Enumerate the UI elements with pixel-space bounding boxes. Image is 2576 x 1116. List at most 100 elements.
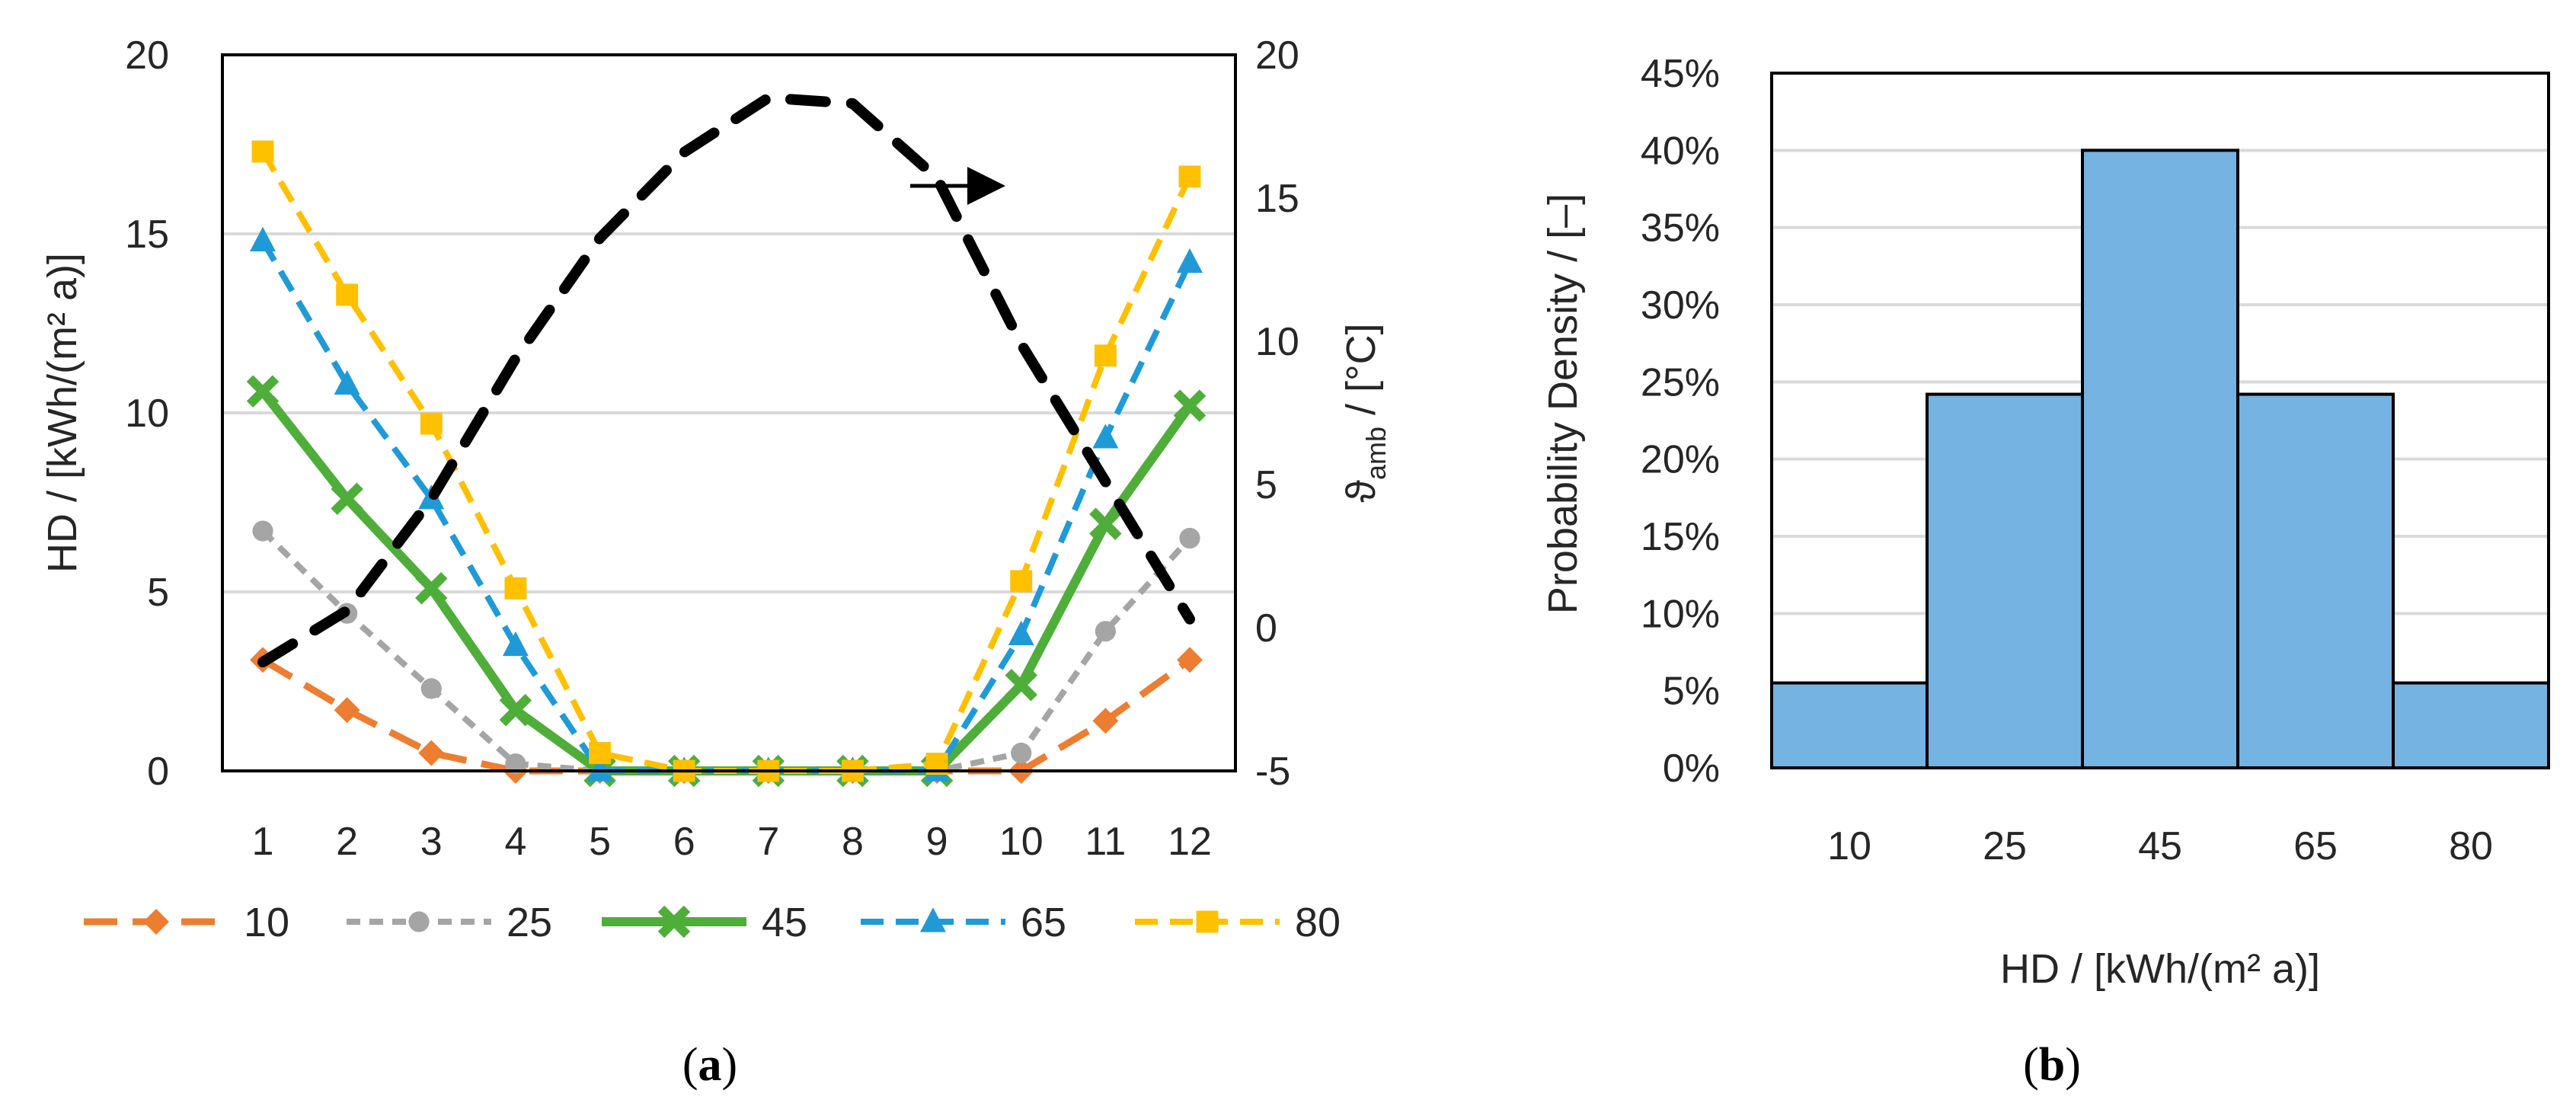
legend-label: 25 bbox=[507, 900, 552, 945]
y-tick-label: 5 bbox=[147, 571, 169, 615]
point-marker bbox=[336, 283, 359, 306]
point-marker bbox=[1094, 344, 1117, 367]
x-tick-label: 6 bbox=[673, 820, 695, 864]
point-marker bbox=[504, 577, 527, 600]
point-marker bbox=[502, 631, 529, 657]
bar-65 bbox=[2236, 392, 2395, 770]
panel-a-x-axis-ticks: 1 2 3 4 5 6 7 8 9 10 11 12 bbox=[252, 820, 1212, 864]
x-tick-label: 80 bbox=[2449, 824, 2493, 868]
bar-25 bbox=[1926, 392, 2084, 770]
point-marker bbox=[1196, 910, 1219, 933]
series-25 bbox=[252, 520, 1200, 782]
panel-a-plot-frame bbox=[221, 53, 1237, 772]
y-tick-label: 20 bbox=[125, 34, 169, 78]
right-axis-symbol: ϑ bbox=[1338, 480, 1384, 503]
point-marker bbox=[1011, 742, 1032, 764]
legend-item-10: 10 bbox=[84, 900, 289, 945]
point-marker bbox=[1005, 668, 1037, 702]
panel-b-x-axis-ticks: 10 25 45 65 80 bbox=[1827, 824, 2493, 868]
y2-tick-label: 0 bbox=[1255, 606, 1277, 651]
legend-item-45: 45 bbox=[602, 900, 807, 945]
y-tick-label: 45% bbox=[1641, 52, 1720, 96]
panel-a-legend: 10 25 45 65 80 bbox=[84, 900, 1341, 945]
y-tick-label: 0% bbox=[1663, 747, 1720, 791]
point-marker bbox=[1095, 621, 1116, 642]
x-tick-label: 2 bbox=[336, 820, 358, 864]
point-marker bbox=[252, 520, 273, 542]
legend-item-65: 65 bbox=[861, 900, 1066, 945]
y2-tick-label: 5 bbox=[1255, 463, 1277, 507]
point-marker bbox=[499, 693, 532, 727]
point-marker bbox=[331, 482, 363, 516]
y-tick-label: 10% bbox=[1641, 592, 1720, 636]
panel-a-series bbox=[246, 92, 1207, 788]
y-tick-label: 40% bbox=[1641, 129, 1720, 173]
point-marker bbox=[418, 740, 445, 766]
point-marker bbox=[586, 756, 613, 782]
x-tick-label: 4 bbox=[504, 820, 526, 864]
x-tick-label: 12 bbox=[1168, 820, 1212, 864]
point-marker bbox=[1178, 165, 1201, 188]
y-tick-label: 10 bbox=[125, 392, 169, 436]
right-axis-subscript: amb bbox=[1360, 427, 1392, 480]
panel-a-caption: (a) bbox=[682, 1039, 737, 1091]
series-45 bbox=[246, 375, 1207, 788]
y2-tick-label: 15 bbox=[1255, 177, 1299, 221]
point-marker bbox=[251, 140, 274, 163]
panel-a-left-axis-ticks: 0 5 10 15 20 bbox=[125, 34, 169, 794]
x-tick-label: 10 bbox=[999, 820, 1044, 864]
point-marker bbox=[920, 907, 946, 932]
x-tick-label: 45 bbox=[2138, 824, 2182, 868]
point-marker bbox=[1092, 424, 1119, 449]
panel-b-x-axis-label: HD / [kWh/(m² a)] bbox=[2000, 946, 2320, 992]
point-marker bbox=[505, 753, 526, 775]
y-tick-label: 15 bbox=[125, 213, 169, 257]
y-tick-label: 30% bbox=[1641, 283, 1720, 328]
panel-b-y-axis-ticks: 0% 5% 10% 15% 20% 25% 30% 35% 40% 45% bbox=[1641, 52, 1720, 791]
legend-label: 10 bbox=[244, 900, 289, 945]
x-tick-label: 1 bbox=[252, 820, 274, 864]
y-tick-label: 25% bbox=[1641, 360, 1720, 405]
ambient-temperature-series bbox=[257, 92, 1195, 668]
legend-item-80: 80 bbox=[1135, 900, 1341, 945]
point-marker bbox=[1092, 708, 1119, 734]
legend-label: 80 bbox=[1295, 900, 1341, 945]
y2-tick-label: -5 bbox=[1255, 750, 1290, 794]
x-tick-label: 5 bbox=[589, 820, 611, 864]
panel-b-caption-letter: b bbox=[2039, 1039, 2065, 1091]
point-marker bbox=[334, 369, 360, 395]
y-tick-label: 15% bbox=[1641, 515, 1720, 559]
point-marker bbox=[415, 572, 448, 605]
x-tick-label: 10 bbox=[1827, 824, 1871, 868]
point-marker bbox=[1173, 389, 1207, 422]
point-marker bbox=[334, 697, 360, 724]
point-marker bbox=[420, 412, 443, 435]
panel-a-caption-letter: a bbox=[698, 1039, 722, 1091]
x-tick-label: 3 bbox=[420, 820, 443, 864]
y-tick-label: 20% bbox=[1641, 438, 1720, 482]
y2-tick-label: 10 bbox=[1255, 320, 1299, 364]
point-marker bbox=[420, 678, 442, 699]
series-10 bbox=[250, 647, 1203, 784]
x-tick-label: 65 bbox=[2293, 824, 2338, 868]
legend-label: 45 bbox=[762, 900, 807, 945]
point-marker bbox=[589, 742, 611, 764]
y2-tick-label: 20 bbox=[1255, 34, 1299, 78]
panel-a-right-axis-label: ϑamb / [°C] bbox=[1338, 323, 1392, 502]
point-marker bbox=[143, 909, 169, 935]
panel-b-plot-frame bbox=[1770, 72, 2550, 769]
panel-b-caption: (b) bbox=[2023, 1039, 2081, 1091]
x-tick-label: 9 bbox=[926, 820, 948, 864]
bar-80 bbox=[2392, 681, 2550, 769]
panel-b: 0%5%10%15%20%25%30%35%40%45% 10 25 45 65 80 … bbox=[1540, 52, 2550, 1091]
ambient-temperature-line bbox=[257, 92, 1195, 668]
x-tick-label: 11 bbox=[1085, 820, 1126, 864]
point-marker bbox=[1177, 647, 1203, 673]
y-tick-label: 5% bbox=[1663, 670, 1720, 714]
panel-b-y-axis-label: Probability Density / [–] bbox=[1540, 193, 1586, 614]
x-tick-label: 8 bbox=[842, 820, 864, 864]
panel-a-right-axis-ticks: -5 0 5 10 15 20 bbox=[1255, 34, 1299, 794]
bar-10 bbox=[1770, 681, 1929, 769]
